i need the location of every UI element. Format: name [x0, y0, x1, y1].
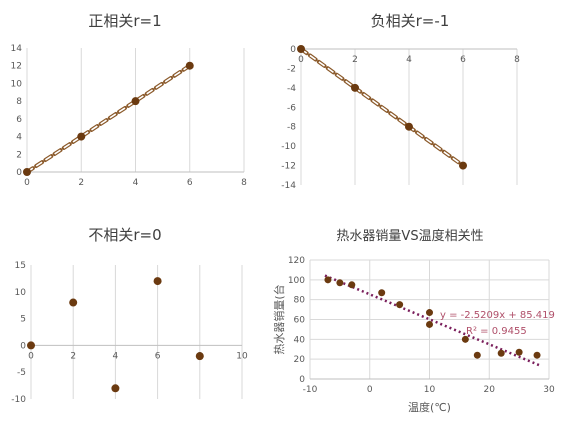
y-tick-label: -2 — [287, 64, 296, 74]
y-tick-label: 12 — [11, 62, 22, 72]
data-point — [426, 320, 433, 328]
x-tick-label: 2 — [352, 55, 358, 65]
x-tick-label: 0 — [367, 385, 373, 395]
data-point — [378, 289, 386, 297]
connector-line — [25, 63, 192, 174]
chart-title: 热水器销量VS温度相关性 — [336, 228, 483, 244]
x-tick-label: 0 — [298, 55, 304, 65]
trendline — [324, 274, 541, 367]
x-tick-label: -10 — [303, 385, 318, 395]
data-point — [351, 83, 359, 92]
x-axis-title: 温度(℃) — [408, 400, 451, 414]
y-tick-label: 10 — [15, 288, 27, 298]
y-tick-label: -6 — [287, 103, 296, 113]
connector-line-inner — [300, 48, 464, 167]
y-tick-label: 15 — [15, 261, 26, 271]
y-tick-label: 0 — [290, 45, 296, 55]
x-tick-label: 10 — [424, 385, 436, 395]
y-tick-label: 4 — [16, 133, 22, 143]
y-tick-label: 5 — [20, 315, 26, 325]
x-tick-label: 4 — [113, 351, 119, 361]
chart-title: 不相关r=0 — [88, 226, 161, 244]
chart-title: 负相关r=-1 — [371, 12, 450, 30]
data-point — [77, 132, 86, 141]
data-point — [324, 276, 332, 284]
x-tick-label: 4 — [133, 178, 139, 188]
data-point — [69, 298, 78, 307]
y-tick-label: -10 — [11, 395, 26, 405]
data-point — [426, 309, 433, 317]
data-point — [497, 349, 505, 357]
y-tick-label: 14 — [11, 44, 23, 54]
chart-panel-1: 正相关r=1 0 2 4 6 8 0 2 4 6 8 10 12 14 — [11, 12, 248, 188]
data-point — [461, 335, 469, 343]
data-point — [297, 45, 305, 53]
y-tick-label: 0 — [16, 168, 22, 178]
data-point — [131, 97, 140, 106]
y-tick-label: 0 — [299, 375, 305, 385]
data-point — [515, 348, 523, 356]
x-tick-label: 2 — [78, 178, 84, 188]
data-point — [396, 301, 404, 309]
x-tick-label: 4 — [406, 55, 412, 65]
x-tick-label: 8 — [241, 178, 247, 188]
y-tick-label: -5 — [17, 368, 26, 378]
data-point — [533, 351, 541, 359]
x-tick-label: 6 — [155, 351, 161, 361]
data-point — [348, 281, 356, 289]
data-point — [336, 279, 344, 287]
data-point — [153, 277, 162, 286]
y-tick-label: -12 — [281, 162, 296, 172]
data-point — [459, 161, 467, 170]
data-point — [405, 122, 413, 131]
y-tick-label: -14 — [281, 181, 296, 191]
x-tick-label: 6 — [187, 178, 193, 188]
x-tick-label: 6 — [460, 55, 466, 65]
chart-panel-4: 热水器销量VS温度相关性-10 0 10 20 30020406080100120温度(… — [272, 228, 555, 414]
x-tick-label: 0 — [24, 178, 30, 188]
chart-panel-3: 不相关r=00246810151050-5-10 — [11, 226, 248, 405]
y-tick-label: 6 — [16, 115, 22, 125]
data-point — [473, 351, 481, 359]
data-point — [195, 352, 204, 361]
x-tick-label: 10 — [236, 351, 248, 361]
data-point — [27, 341, 35, 350]
x-tick-label: 2 — [70, 351, 76, 361]
chart-title: 正相关r=1 — [88, 12, 161, 30]
y-tick-label: 8 — [16, 97, 22, 107]
chart-panel-2: 负相关r=-10 2 4 6 80-2-4-6-8-10-12-14 — [281, 12, 520, 191]
x-tick-label: 20 — [484, 385, 496, 395]
y-tick-label: 60 — [294, 316, 306, 326]
y-axis-title: 热水器销量(台 — [272, 284, 286, 354]
y-tick-label: 120 — [288, 256, 305, 266]
x-tick-label: 8 — [514, 55, 520, 65]
y-tick-label: 2 — [16, 150, 22, 160]
y-tick-label: -8 — [287, 123, 296, 133]
data-point — [111, 384, 120, 393]
x-tick-label: 0 — [28, 351, 34, 361]
data-point — [185, 61, 194, 70]
y-tick-label: -4 — [287, 84, 296, 94]
y-tick-label: 0 — [20, 341, 26, 351]
y-tick-label: 20 — [294, 355, 306, 365]
y-tick-label: 40 — [294, 335, 306, 345]
trendline-equation: y = -2.5209x + 85.419 — [440, 310, 555, 321]
y-tick-label: 80 — [294, 296, 306, 306]
data-point — [23, 168, 31, 176]
y-tick-label: -10 — [281, 142, 296, 152]
x-tick-label: 30 — [543, 385, 555, 395]
y-tick-label: 100 — [288, 276, 305, 286]
r-squared-label: R² = 0.9455 — [466, 326, 527, 337]
y-tick-label: 10 — [11, 79, 23, 89]
